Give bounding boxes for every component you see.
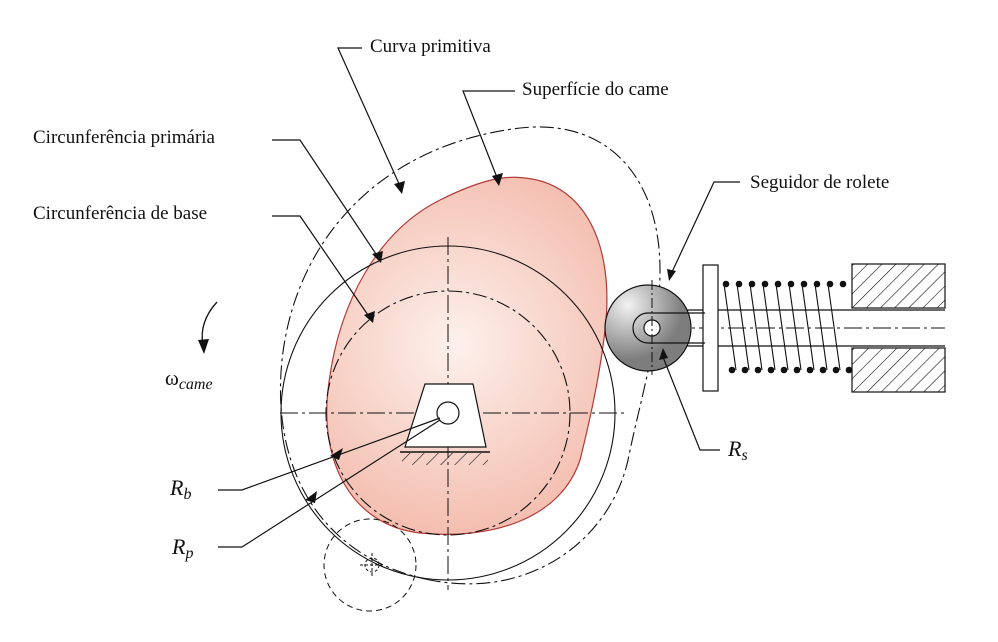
arrowhead-base-circle <box>364 311 375 323</box>
omega-rotation-arrow <box>201 301 218 346</box>
roller-alt-position <box>323 518 417 612</box>
arrowhead-rp <box>305 491 317 503</box>
label-omega-came: ωcame <box>165 366 213 394</box>
leader-cam-surface <box>462 90 515 181</box>
leader-roller-follower <box>671 181 740 273</box>
arrowhead-cam-surface <box>492 173 503 186</box>
cam-shaft <box>436 401 460 425</box>
leader-rb <box>218 417 441 491</box>
label-rb: Rb <box>170 475 191 504</box>
label-pitch-curve: Curva primitiva <box>370 36 491 57</box>
label-rs: Rs <box>728 436 748 465</box>
cam-surface <box>326 176 608 535</box>
ground-hatch <box>402 453 488 465</box>
leader-rp <box>218 419 441 548</box>
rp-subscript: p <box>185 545 194 562</box>
omega-arrowhead <box>198 339 209 354</box>
leader-base-circle <box>272 215 371 319</box>
arrowhead-rs <box>659 348 668 360</box>
rp-symbol: R <box>172 534 186 559</box>
leader-prime-circle <box>272 139 379 258</box>
leader-rs <box>662 356 720 451</box>
arrowhead-prime-circle <box>372 251 383 263</box>
roller-arm-end <box>632 312 649 344</box>
omega-subscript: came <box>178 376 213 393</box>
rb-symbol: R <box>170 475 184 500</box>
arrowhead-rb <box>330 448 343 460</box>
pitch-curve <box>280 126 661 585</box>
rs-symbol: R <box>728 436 742 461</box>
arrowhead-pitch-curve <box>394 181 405 194</box>
label-base-circle: Circunferência de base <box>33 203 208 224</box>
follower-flange <box>702 264 719 392</box>
spring <box>722 280 853 374</box>
label-cam-surface: Superfície do came <box>522 79 669 100</box>
label-prime-circle: Circunferência primária <box>33 127 215 148</box>
label-rp: Rp <box>172 534 193 563</box>
arrowhead-roller <box>667 269 676 281</box>
rb-subscript: b <box>183 486 192 503</box>
guide-bottom <box>851 347 946 393</box>
label-roller-follower: Seguidor de rolete <box>750 172 890 193</box>
leader-pitch-curve <box>337 47 401 187</box>
omega-symbol: ω <box>165 366 179 390</box>
guide-top <box>851 263 946 309</box>
rs-subscript: s <box>741 447 748 464</box>
